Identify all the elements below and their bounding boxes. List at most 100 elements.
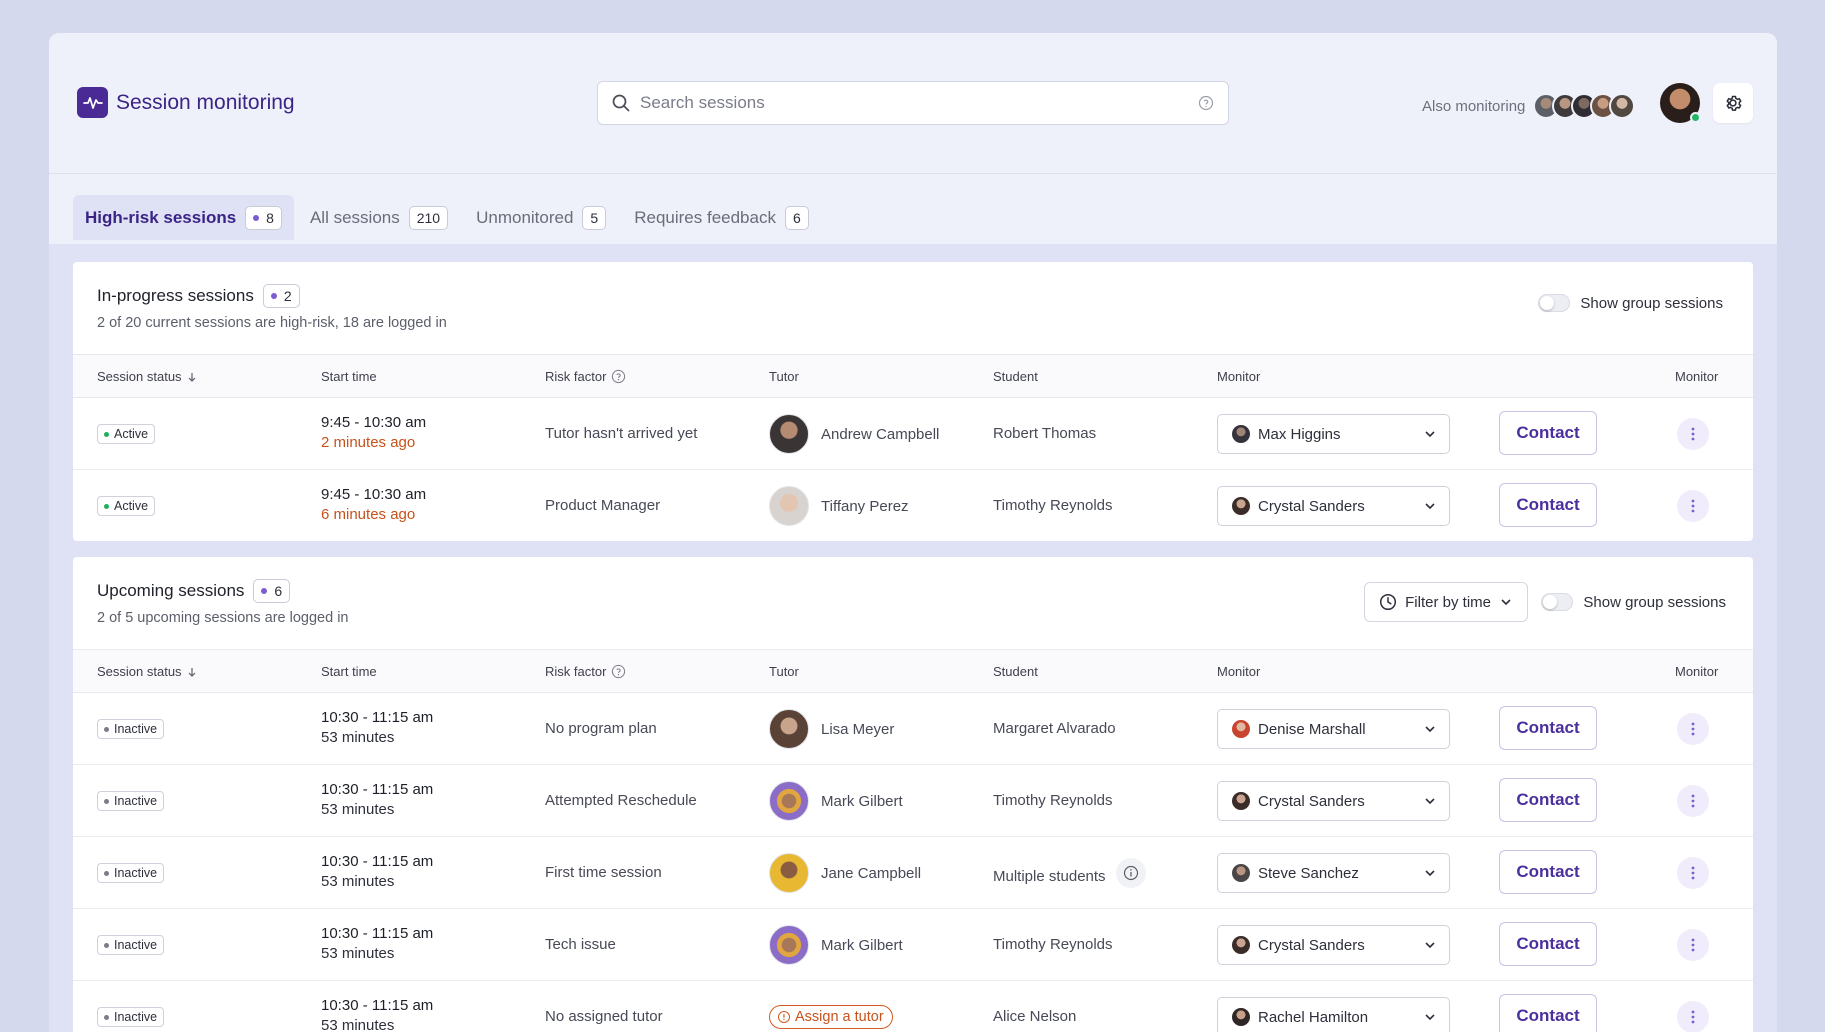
- table-row: Inactive 10:30 - 11:15 am 53 minutes No a…: [73, 981, 1753, 1032]
- toggle-switch[interactable]: [1538, 294, 1571, 312]
- contact-button[interactable]: Contact: [1499, 922, 1597, 966]
- app-header: Session monitoring Also monitoring: [49, 33, 1777, 174]
- col-monitor-actions: Monitor: [1675, 369, 1719, 384]
- chevron-down-icon: [1425, 1014, 1435, 1021]
- monitor-select[interactable]: Denise Marshall: [1217, 709, 1450, 749]
- avatar: [769, 709, 809, 749]
- search-bar[interactable]: [597, 81, 1229, 125]
- brand: Session monitoring: [77, 87, 295, 118]
- app-title: Session monitoring: [116, 90, 295, 114]
- chevron-down-icon: [1425, 726, 1435, 733]
- tab-count: 6: [784, 205, 809, 230]
- more-options-button[interactable]: [1677, 929, 1709, 961]
- status-badge: Active: [97, 496, 156, 516]
- help-circle-icon[interactable]: [611, 369, 626, 384]
- monitor-select[interactable]: Rachel Hamilton: [1217, 997, 1450, 1032]
- col-session-status[interactable]: Session status: [97, 664, 198, 679]
- status-badge: Inactive: [97, 719, 165, 739]
- tutor: Jane Campbell: [769, 853, 921, 893]
- more-options-button[interactable]: [1677, 490, 1709, 522]
- table-header: Session status Start time Risk factor Tu…: [73, 354, 1753, 398]
- tab-label: Requires feedback: [634, 207, 776, 227]
- more-vertical-icon: [1691, 866, 1695, 880]
- risk-factor: No program plan: [545, 720, 657, 737]
- user-avatar[interactable]: [1660, 83, 1701, 123]
- start-time: 10:30 - 11:15 am 53 minutes: [321, 853, 434, 890]
- in-progress-card: In-progress sessions 2 2 of 20 current s…: [73, 262, 1753, 541]
- avatar[interactable]: [1609, 93, 1636, 119]
- more-options-button[interactable]: [1677, 1001, 1709, 1032]
- search-input[interactable]: [640, 93, 1198, 113]
- section-title: Upcoming sessions 6: [97, 579, 291, 603]
- col-start-time: Start time: [321, 369, 377, 384]
- avatar: [1232, 497, 1250, 515]
- more-vertical-icon: [1691, 499, 1695, 513]
- group-sessions-toggle[interactable]: Show group sessions: [1538, 294, 1723, 312]
- student: Multiple students: [993, 858, 1146, 888]
- help-circle-icon[interactable]: [1198, 95, 1214, 111]
- student: Margaret Alvarado: [993, 720, 1116, 737]
- monitor-select[interactable]: Crystal Sanders: [1217, 781, 1450, 821]
- more-vertical-icon: [1691, 722, 1695, 736]
- monitor-avatar-stack[interactable]: [1533, 93, 1636, 119]
- table-row: Inactive 10:30 - 11:15 am 53 minutes No p…: [73, 693, 1753, 765]
- monitor-select[interactable]: Max Higgins: [1217, 414, 1450, 454]
- section-count: 2: [262, 284, 300, 308]
- assign-tutor-button[interactable]: ! Assign a tutor: [769, 1005, 893, 1029]
- more-options-button[interactable]: [1677, 785, 1709, 817]
- status-badge: Inactive: [97, 1007, 165, 1027]
- contact-button[interactable]: Contact: [1499, 994, 1597, 1032]
- contact-button[interactable]: Contact: [1499, 483, 1597, 527]
- settings-button[interactable]: [1713, 83, 1753, 123]
- tab-requires-feedback[interactable]: Requires feedback 6: [622, 195, 821, 240]
- table-row: Active 9:45 - 10:30 am 6 minutes ago Prod…: [73, 470, 1753, 542]
- tab-count: 8: [245, 205, 282, 230]
- avatar: [1232, 864, 1250, 882]
- avatar: [769, 414, 809, 454]
- toggle-switch[interactable]: [1541, 593, 1574, 611]
- student: Timothy Reynolds: [993, 497, 1113, 514]
- table-header: Session status Start time Risk factor Tu…: [73, 649, 1753, 693]
- chevron-down-icon: [1425, 942, 1435, 949]
- tab-high-risk[interactable]: High-risk sessions 8: [73, 195, 294, 240]
- col-session-status[interactable]: Session status: [97, 369, 198, 384]
- also-monitoring-label: Also monitoring: [1422, 97, 1526, 115]
- status-badge: Inactive: [97, 935, 165, 955]
- risk-factor: Tutor hasn't arrived yet: [545, 425, 698, 442]
- info-button[interactable]: [1115, 858, 1146, 888]
- col-monitor-actions: Monitor: [1675, 664, 1719, 679]
- start-time: 10:30 - 11:15 am 53 minutes: [321, 781, 434, 818]
- monitor-select[interactable]: Crystal Sanders: [1217, 486, 1450, 526]
- contact-button[interactable]: Contact: [1499, 778, 1597, 822]
- contact-button[interactable]: Contact: [1499, 706, 1597, 750]
- more-options-button[interactable]: [1677, 857, 1709, 889]
- search-icon: [612, 94, 630, 112]
- contact-button[interactable]: Contact: [1499, 411, 1597, 455]
- tutor: Lisa Meyer: [769, 709, 894, 749]
- tab-bar: High-risk sessions 8 All sessions 210 Unmo…: [49, 174, 1777, 244]
- avatar: [769, 853, 809, 893]
- col-risk-factor: Risk factor: [545, 369, 626, 384]
- more-options-button[interactable]: [1677, 713, 1709, 745]
- more-vertical-icon: [1691, 938, 1695, 952]
- col-monitor: Monitor: [1217, 369, 1261, 384]
- monitor-select[interactable]: Steve Sanchez: [1217, 853, 1450, 893]
- start-time: 9:45 - 10:30 am 2 minutes ago: [321, 414, 427, 451]
- group-sessions-toggle[interactable]: Show group sessions: [1541, 593, 1726, 611]
- filter-by-time-button[interactable]: Filter by time: [1364, 582, 1528, 622]
- tab-unmonitored[interactable]: Unmonitored 5: [464, 195, 618, 240]
- chevron-down-icon: [1425, 431, 1435, 438]
- section-title: In-progress sessions 2: [97, 284, 300, 308]
- table-row: Inactive 10:30 - 11:15 am 53 minutes Firs…: [73, 837, 1753, 909]
- monitor-select[interactable]: Crystal Sanders: [1217, 925, 1450, 965]
- status-badge: Inactive: [97, 863, 165, 883]
- status-badge: Inactive: [97, 791, 165, 811]
- contact-button[interactable]: Contact: [1499, 850, 1597, 894]
- alert-icon: !: [778, 1011, 790, 1023]
- tab-label: High-risk sessions: [85, 207, 237, 227]
- tab-all-sessions[interactable]: All sessions 210: [298, 195, 460, 240]
- tutor: Andrew Campbell: [769, 414, 939, 454]
- more-options-button[interactable]: [1677, 418, 1709, 450]
- help-circle-icon[interactable]: [611, 664, 626, 679]
- student: Alice Nelson: [993, 1008, 1077, 1025]
